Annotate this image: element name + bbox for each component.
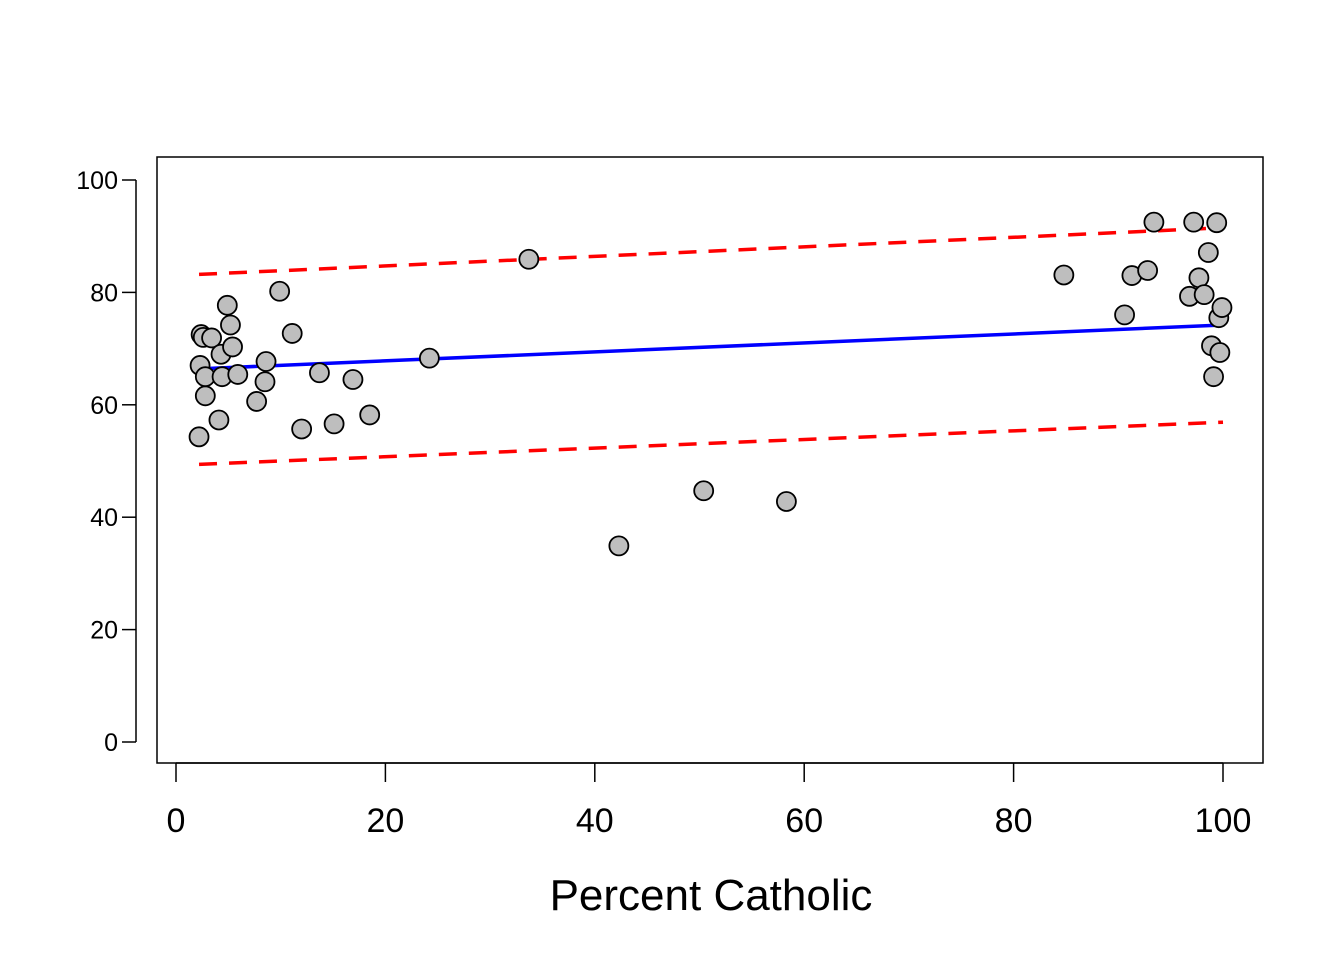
- y-tick-label: 100: [76, 167, 118, 195]
- data-point: [194, 385, 216, 407]
- fit-line: [198, 323, 1224, 371]
- y-tick-label: 0: [104, 729, 118, 757]
- x-tick-label: 80: [995, 802, 1033, 840]
- x-axis: 0 20 40 60 80 100: [167, 762, 1252, 840]
- data-point: [208, 409, 230, 431]
- data-point: [254, 371, 276, 393]
- x-axis-title: Percent Catholic: [550, 871, 873, 920]
- data-point: [1137, 260, 1159, 281]
- data-point: [220, 314, 241, 336]
- data-point: [188, 426, 210, 448]
- prediction-band: [198, 226, 1224, 467]
- fit-line-group: [198, 323, 1224, 371]
- x-tick-label: 100: [1195, 802, 1252, 840]
- data-point: [216, 294, 238, 316]
- x-tick-label: 40: [576, 802, 614, 840]
- data-point: [281, 323, 303, 344]
- data-point: [1211, 297, 1233, 318]
- data-point: [201, 327, 222, 349]
- data-point: [518, 248, 540, 270]
- data-point: [1203, 366, 1224, 388]
- data-points: [188, 211, 1233, 557]
- data-point: [291, 418, 313, 440]
- y-tick-label: 60: [90, 392, 118, 420]
- data-point: [323, 413, 345, 435]
- data-point: [1209, 342, 1231, 363]
- y-tick-label: 80: [90, 279, 118, 307]
- data-point: [1183, 211, 1205, 233]
- prediction-band-upper: [198, 226, 1224, 277]
- x-tick-label: 60: [785, 802, 823, 840]
- data-point: [1053, 264, 1075, 286]
- data-point: [1143, 211, 1165, 233]
- data-point: [227, 364, 249, 385]
- data-point: [1197, 242, 1219, 263]
- x-tick-label: 20: [366, 802, 404, 840]
- y-tick-label: 20: [90, 617, 118, 645]
- data-point: [359, 404, 381, 426]
- y-tick-label: 40: [90, 504, 118, 532]
- data-point: [309, 362, 330, 384]
- data-point: [1193, 284, 1215, 306]
- data-point: [418, 347, 440, 369]
- data-point: [1206, 212, 1228, 234]
- data-point: [342, 369, 364, 390]
- data-point: [269, 280, 291, 302]
- data-point: [222, 336, 243, 358]
- data-point: [246, 391, 268, 412]
- data-point: [776, 491, 797, 512]
- y-axis: 0 20 40 60 80 100: [76, 167, 137, 757]
- data-point: [255, 351, 277, 372]
- prediction-band-lower: [198, 420, 1224, 467]
- data-point: [693, 480, 715, 502]
- data-point: [1114, 304, 1135, 326]
- data-point: [608, 535, 630, 557]
- x-tick-label: 0: [167, 802, 186, 840]
